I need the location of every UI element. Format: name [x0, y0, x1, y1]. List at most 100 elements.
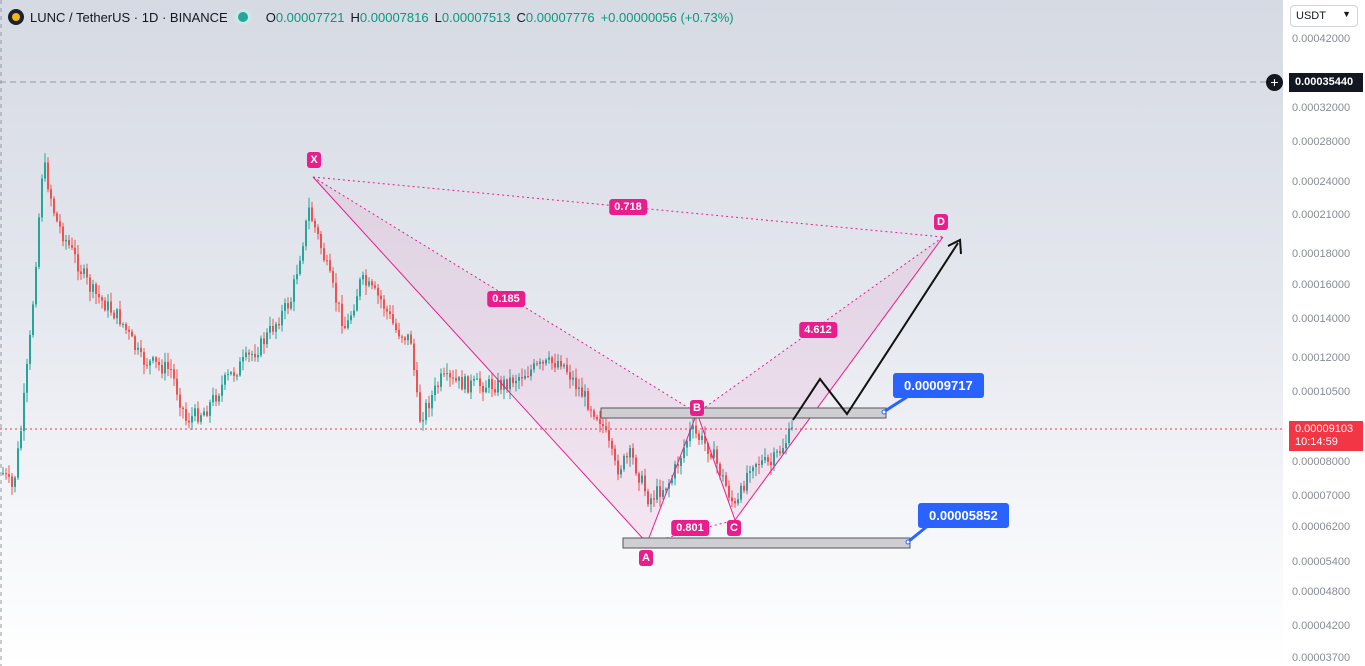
price-axis[interactable] — [1283, 0, 1365, 666]
add-alert-plus-icon[interactable]: + — [1266, 74, 1283, 91]
pattern-point-c[interactable]: C — [727, 520, 741, 536]
crosshair-price-label: 0.00035440 — [1289, 73, 1363, 92]
candle-body — [260, 338, 262, 356]
candle-body — [230, 372, 232, 374]
candle-body — [20, 431, 22, 449]
candle-body — [665, 488, 667, 491]
candle-body — [263, 338, 265, 345]
candle-body — [473, 378, 475, 381]
last-price-label: 0.00009103 10:14:59 — [1289, 421, 1363, 451]
candle-body — [740, 485, 742, 500]
candle-body — [752, 467, 754, 472]
candle-body — [371, 281, 373, 286]
candle-body — [149, 360, 151, 366]
price-tick: 0.00003700 — [1292, 652, 1351, 664]
support-zone[interactable] — [622, 537, 911, 549]
candle-body — [383, 299, 385, 309]
candle-body — [155, 357, 157, 362]
candle-body — [629, 448, 631, 458]
candle-body — [656, 486, 658, 500]
support-price-callout[interactable]: 0.00005852 — [918, 503, 1009, 528]
candle-body — [233, 372, 235, 376]
candle-body — [350, 315, 352, 321]
candle-body — [125, 323, 127, 330]
candle-body — [8, 474, 10, 477]
candle-body — [77, 254, 79, 272]
candle-body — [293, 279, 295, 302]
candle-body — [683, 447, 685, 459]
candle-body — [608, 430, 610, 441]
price-tick: 0.00028000 — [1292, 136, 1351, 148]
candle-body — [551, 357, 553, 364]
candle-body — [398, 329, 400, 337]
open-value: 0.00007721 — [275, 9, 345, 25]
candle-body — [482, 386, 484, 393]
candle-body — [17, 448, 19, 478]
candle-body — [713, 449, 715, 458]
price-tick: 0.00005400 — [1292, 556, 1351, 568]
price-chart[interactable] — [0, 0, 1283, 666]
candle-body — [503, 379, 505, 390]
candle-body — [689, 429, 691, 442]
candle-body — [116, 309, 118, 319]
close-value: 0.00007776 — [525, 9, 595, 25]
candle-body — [599, 419, 601, 425]
pattern-point-a[interactable]: A — [639, 550, 653, 566]
candle-body — [308, 207, 310, 221]
candle-body — [461, 377, 463, 390]
price-tick: 0.00004800 — [1292, 586, 1351, 598]
candle-body — [374, 285, 376, 288]
candle-body — [443, 373, 445, 375]
market-status-icon[interactable] — [237, 12, 248, 22]
last-price-value: 0.00009103 — [1295, 423, 1354, 435]
candle-body — [47, 162, 49, 190]
candle-body — [395, 323, 397, 330]
candle-body — [518, 377, 520, 381]
projection-path[interactable] — [792, 242, 959, 421]
candle-body — [554, 363, 556, 368]
candle-body — [509, 377, 511, 390]
resistance-price-callout[interactable]: 0.00009717 — [893, 373, 984, 398]
candle-body — [356, 296, 358, 311]
candle-body — [128, 329, 130, 332]
candle-body — [329, 260, 331, 271]
low-key: L — [434, 9, 442, 25]
candle-body — [500, 379, 502, 390]
candle-body — [365, 274, 367, 286]
candle-body — [581, 387, 583, 397]
price-tick: 0.00007000 — [1292, 490, 1351, 502]
candle-body — [572, 377, 574, 380]
candle-body — [617, 460, 619, 475]
currency-select[interactable]: USDT ▼ — [1290, 5, 1358, 27]
pattern-point-d[interactable]: D — [934, 214, 948, 230]
candle-body — [695, 425, 697, 434]
price-tick: 0.00016000 — [1292, 279, 1351, 291]
candle-body — [212, 395, 214, 403]
candle-body — [185, 409, 187, 421]
candle-body — [386, 308, 388, 312]
candle-body — [317, 227, 319, 234]
candle-body — [479, 378, 481, 386]
candle-body — [209, 402, 211, 416]
candle-body — [419, 392, 421, 422]
pattern-point-b[interactable]: B — [690, 400, 704, 416]
candle-body — [593, 410, 595, 417]
ratio-bd-label: 4.612 — [799, 322, 837, 338]
candle-body — [281, 310, 283, 326]
candle-body — [686, 441, 688, 448]
pattern-point-x[interactable]: X — [307, 152, 321, 168]
candle-body — [59, 221, 61, 227]
symbol-title[interactable]: LUNC / TetherUS · 1D · BINANCE — [30, 9, 228, 25]
candle-body — [50, 189, 52, 199]
candle-body — [92, 284, 94, 292]
candle-body — [563, 364, 565, 367]
candle-body — [56, 213, 58, 222]
candle-body — [194, 408, 196, 417]
candle-body — [197, 408, 199, 422]
candle-body — [524, 376, 526, 379]
candle-body — [311, 207, 313, 221]
candle-body — [41, 178, 43, 218]
candle-body — [221, 384, 223, 396]
candle-body — [635, 457, 637, 474]
candle-body — [566, 364, 568, 373]
